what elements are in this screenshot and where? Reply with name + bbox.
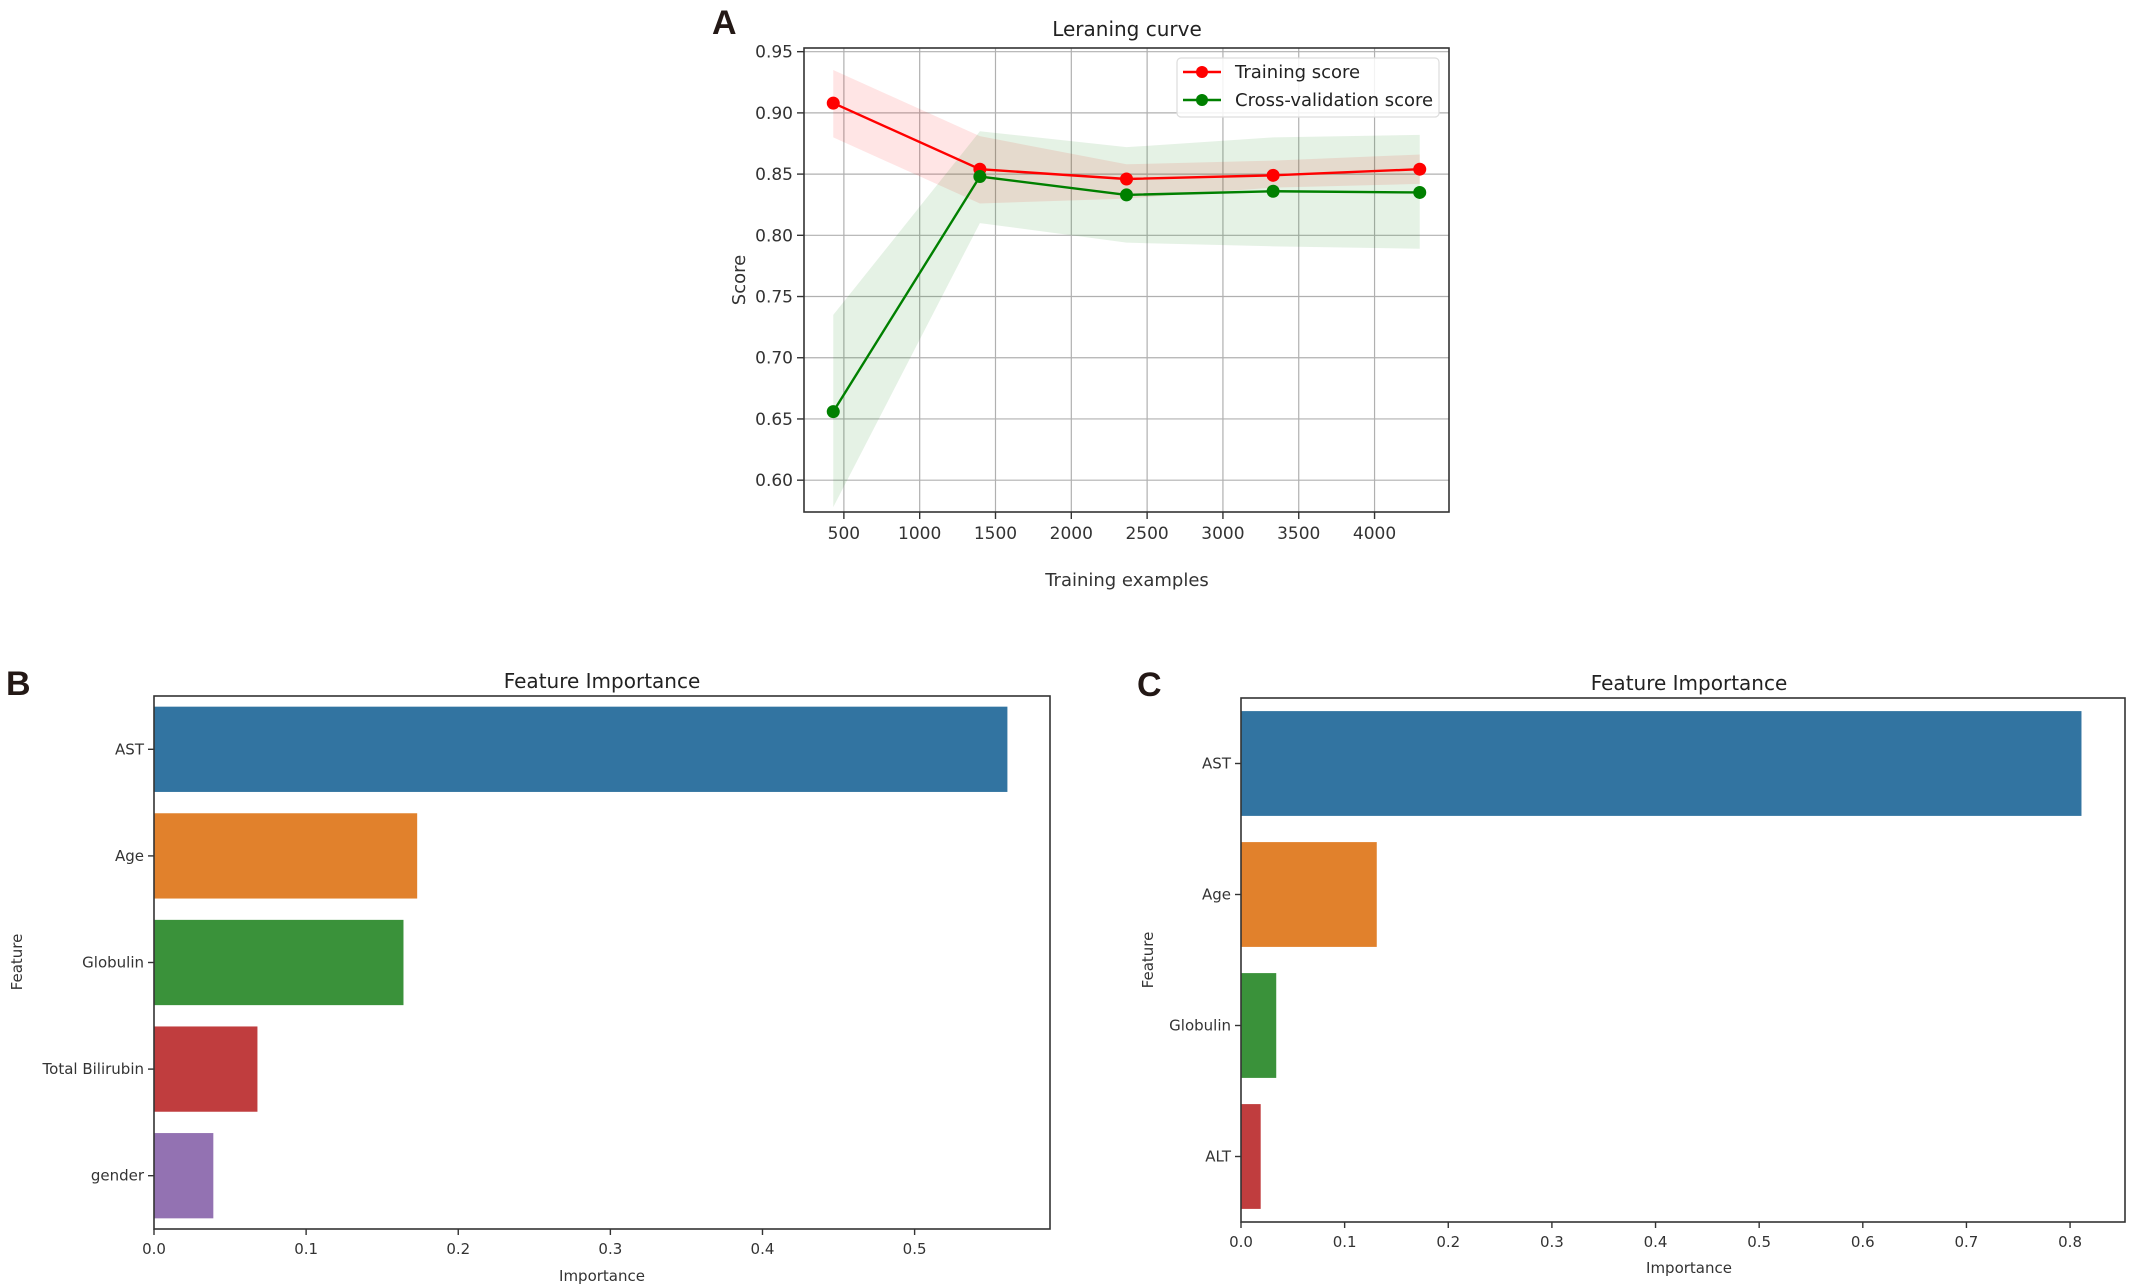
x-tick-label: 4000 <box>1353 524 1396 544</box>
y-tick-label: 0.65 <box>755 410 793 430</box>
y-tick-label: Age <box>115 847 144 865</box>
x-tick-label: 0.1 <box>1333 1233 1357 1251</box>
x-tick-label: 1500 <box>974 524 1017 544</box>
y-tick-label: 0.85 <box>755 165 793 185</box>
point-training <box>1120 172 1133 186</box>
chart-a-y-label: Score <box>729 255 750 305</box>
y-tick-label: 0.95 <box>755 43 793 63</box>
bar-gender <box>154 1133 214 1219</box>
legend-box <box>1176 57 1440 118</box>
bar-ast <box>1241 711 2082 816</box>
x-tick-label: 0.5 <box>903 1240 927 1258</box>
x-tick-label: 0.6 <box>1851 1233 1875 1251</box>
x-tick-label: 0.8 <box>2058 1233 2082 1251</box>
chart-c-x-label: Importance <box>1646 1259 1732 1277</box>
y-tick-label: 0.75 <box>755 288 793 308</box>
legend-marker-training <box>1196 66 1208 78</box>
chart-a-x-label: Training examples <box>1044 570 1209 591</box>
bar-age <box>1241 842 1377 947</box>
learning-curve-chart: Leraning curve 500 1000 1500 2000 2500 3000 35… <box>729 17 1450 591</box>
x-tick-label: 0.7 <box>1955 1233 1979 1251</box>
x-tick-label: 0.0 <box>142 1240 166 1258</box>
bar-alt <box>1241 1104 1261 1209</box>
chart-b-y-ticks: AST Age Globulin Total Bilirubin gender <box>42 740 154 1185</box>
point-cv <box>1266 184 1280 198</box>
chart-c-y-label: Feature <box>1139 932 1157 989</box>
y-tick-label: 0.60 <box>755 471 793 491</box>
x-tick-label: 1000 <box>898 524 941 544</box>
x-tick-label: 0.4 <box>751 1240 775 1258</box>
x-tick-label: 3000 <box>1201 524 1244 544</box>
chart-a-bands <box>833 70 1420 508</box>
chart-a-y-ticks: 0.60 0.65 0.70 0.75 0.80 0.85 0.90 0.95 <box>755 43 804 491</box>
chart-b-title: Feature Importance <box>504 669 701 693</box>
chart-c-frame <box>1240 697 2126 1223</box>
chart-a-title: Leraning curve <box>1052 17 1202 41</box>
chart-a-frame <box>803 47 1450 513</box>
y-tick-label: 0.90 <box>755 104 793 124</box>
x-tick-label: 0.3 <box>598 1240 622 1258</box>
chart-a-points <box>826 96 1427 419</box>
y-tick-label: ALT <box>1205 1148 1232 1166</box>
x-tick-label: 2000 <box>1050 524 1093 544</box>
y-tick-label: Total Bilirubin <box>42 1060 144 1078</box>
legend-marker-cv <box>1196 94 1208 106</box>
chart-c-bars <box>1241 711 2082 1209</box>
x-tick-label: 0.1 <box>294 1240 318 1258</box>
point-cv <box>1413 185 1427 199</box>
bar-total-bilirubin <box>154 1026 258 1112</box>
bar-globulin <box>1241 973 1277 1078</box>
panel-letter-c: C <box>1137 666 1162 704</box>
x-tick-label: 0.0 <box>1229 1233 1253 1251</box>
panel-letter-a: A <box>712 4 737 42</box>
point-cv <box>973 170 987 184</box>
chart-a-legend: Training score Cross-validation score <box>1176 57 1440 118</box>
point-cv <box>1120 188 1133 202</box>
chart-b-bars <box>154 706 1008 1219</box>
bar-globulin <box>154 919 404 1006</box>
chart-a-x-ticks: 500 1000 1500 2000 2500 3000 3500 4000 <box>828 512 1396 544</box>
chart-c-title: Feature Importance <box>1591 671 1788 695</box>
point-cv <box>826 405 840 419</box>
legend-label-cv: Cross-validation score <box>1235 90 1433 111</box>
panel-letter-b: B <box>6 665 31 703</box>
y-tick-label: Globulin <box>1169 1017 1231 1035</box>
x-tick-label: 2500 <box>1125 524 1168 544</box>
chart-b-y-label: Feature <box>8 934 26 991</box>
point-training <box>826 96 840 110</box>
x-tick-label: 0.3 <box>1540 1233 1564 1251</box>
bar-ast <box>154 706 1008 792</box>
x-tick-label: 3500 <box>1277 524 1320 544</box>
x-tick-label: 0.2 <box>446 1240 470 1258</box>
y-tick-label: 0.70 <box>755 349 793 369</box>
point-training <box>1266 168 1280 182</box>
chart-b-x-label: Importance <box>559 1267 645 1285</box>
y-tick-label: AST <box>1202 755 1232 773</box>
y-tick-label: 0.80 <box>755 226 793 246</box>
chart-c-x-ticks: 0.0 0.1 0.2 0.3 0.4 0.5 0.6 0.7 0.8 <box>1229 1222 2082 1251</box>
x-tick-label: 500 <box>828 524 860 544</box>
point-training <box>1413 162 1427 176</box>
x-tick-label: 0.5 <box>1747 1233 1771 1251</box>
x-tick-label: 0.4 <box>1644 1233 1668 1251</box>
chart-c-y-ticks: AST Age Globulin ALT <box>1169 755 1241 1166</box>
y-tick-label: Globulin <box>82 954 144 972</box>
bar-age <box>154 813 418 899</box>
feature-importance-chart-b: Feature Importance 0.0 0.1 0.2 0.3 0.4 0.5 AS… <box>8 669 1051 1285</box>
x-tick-label: 0.2 <box>1436 1233 1460 1251</box>
y-tick-label: gender <box>91 1167 145 1185</box>
y-tick-label: Age <box>1202 886 1231 904</box>
y-tick-label: AST <box>115 740 145 758</box>
legend-label-training: Training score <box>1234 62 1360 83</box>
chart-b-x-ticks: 0.0 0.1 0.2 0.3 0.4 0.5 <box>142 1229 927 1258</box>
feature-importance-chart-c: Feature Importance 0.0 0.1 0.2 0.3 0.4 0.5 0.6… <box>1139 671 2126 1277</box>
band-cv <box>833 131 1420 508</box>
